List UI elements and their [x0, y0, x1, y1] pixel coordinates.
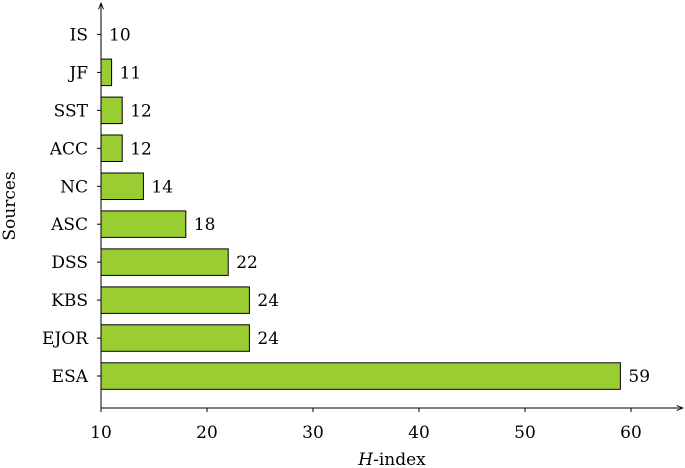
bar-jf: [100, 58, 113, 87]
category-label-jf: JF: [67, 63, 88, 83]
value-label-dss: 22: [236, 253, 258, 273]
bar-esa: [100, 362, 621, 390]
value-labels: 59 24 24 22 18 14 12 12 11 10: [109, 25, 650, 387]
value-label-acc: 12: [130, 139, 152, 159]
x-tick-label-30: 30: [302, 423, 324, 443]
x-tick-label-20: 20: [196, 423, 218, 443]
bar-nc: [100, 172, 144, 200]
category-label-nc: NC: [60, 177, 88, 197]
x-tick-label-10: 10: [90, 423, 112, 443]
x-tick-label-40: 40: [408, 423, 430, 443]
value-label-asc: 18: [194, 215, 216, 235]
value-label-jf: 11: [120, 63, 142, 83]
x-tick-label-60: 60: [620, 423, 642, 443]
category-labels: ESA EJOR KBS DSS ASC NC ACC SST JF IS: [42, 25, 89, 387]
value-label-esa: 59: [628, 367, 650, 387]
category-label-acc: ACC: [49, 139, 88, 159]
bar-kbs: [100, 286, 250, 314]
bar-dss: [100, 248, 229, 276]
bar-ejor: [100, 324, 250, 352]
bar-sst: [100, 96, 123, 125]
category-label-is: IS: [70, 25, 88, 45]
x-tick-label-50: 50: [514, 423, 536, 443]
category-label-ejor: EJOR: [42, 329, 89, 349]
x-axis-title-rest: -index: [373, 450, 426, 468]
bar-acc: [100, 134, 123, 162]
category-label-esa: ESA: [52, 367, 89, 387]
category-label-kbs: KBS: [51, 291, 88, 311]
value-label-nc: 14: [151, 177, 173, 197]
bars-group: [97, 33, 621, 390]
x-axis-title: H-index: [357, 450, 426, 468]
value-label-is: 10: [109, 25, 131, 45]
bar-asc: [100, 210, 187, 238]
x-axis-ticks: 10 20 30 40 50 60: [90, 408, 642, 443]
category-label-dss: DSS: [51, 253, 88, 273]
value-label-kbs: 24: [257, 291, 279, 311]
category-label-asc: ASC: [50, 215, 88, 235]
category-label-sst: SST: [54, 101, 89, 121]
x-axis-title-italic: H: [357, 450, 374, 468]
value-label-ejor: 24: [257, 329, 279, 349]
y-axis-title: Sources: [0, 171, 20, 240]
value-label-sst: 12: [130, 101, 152, 121]
